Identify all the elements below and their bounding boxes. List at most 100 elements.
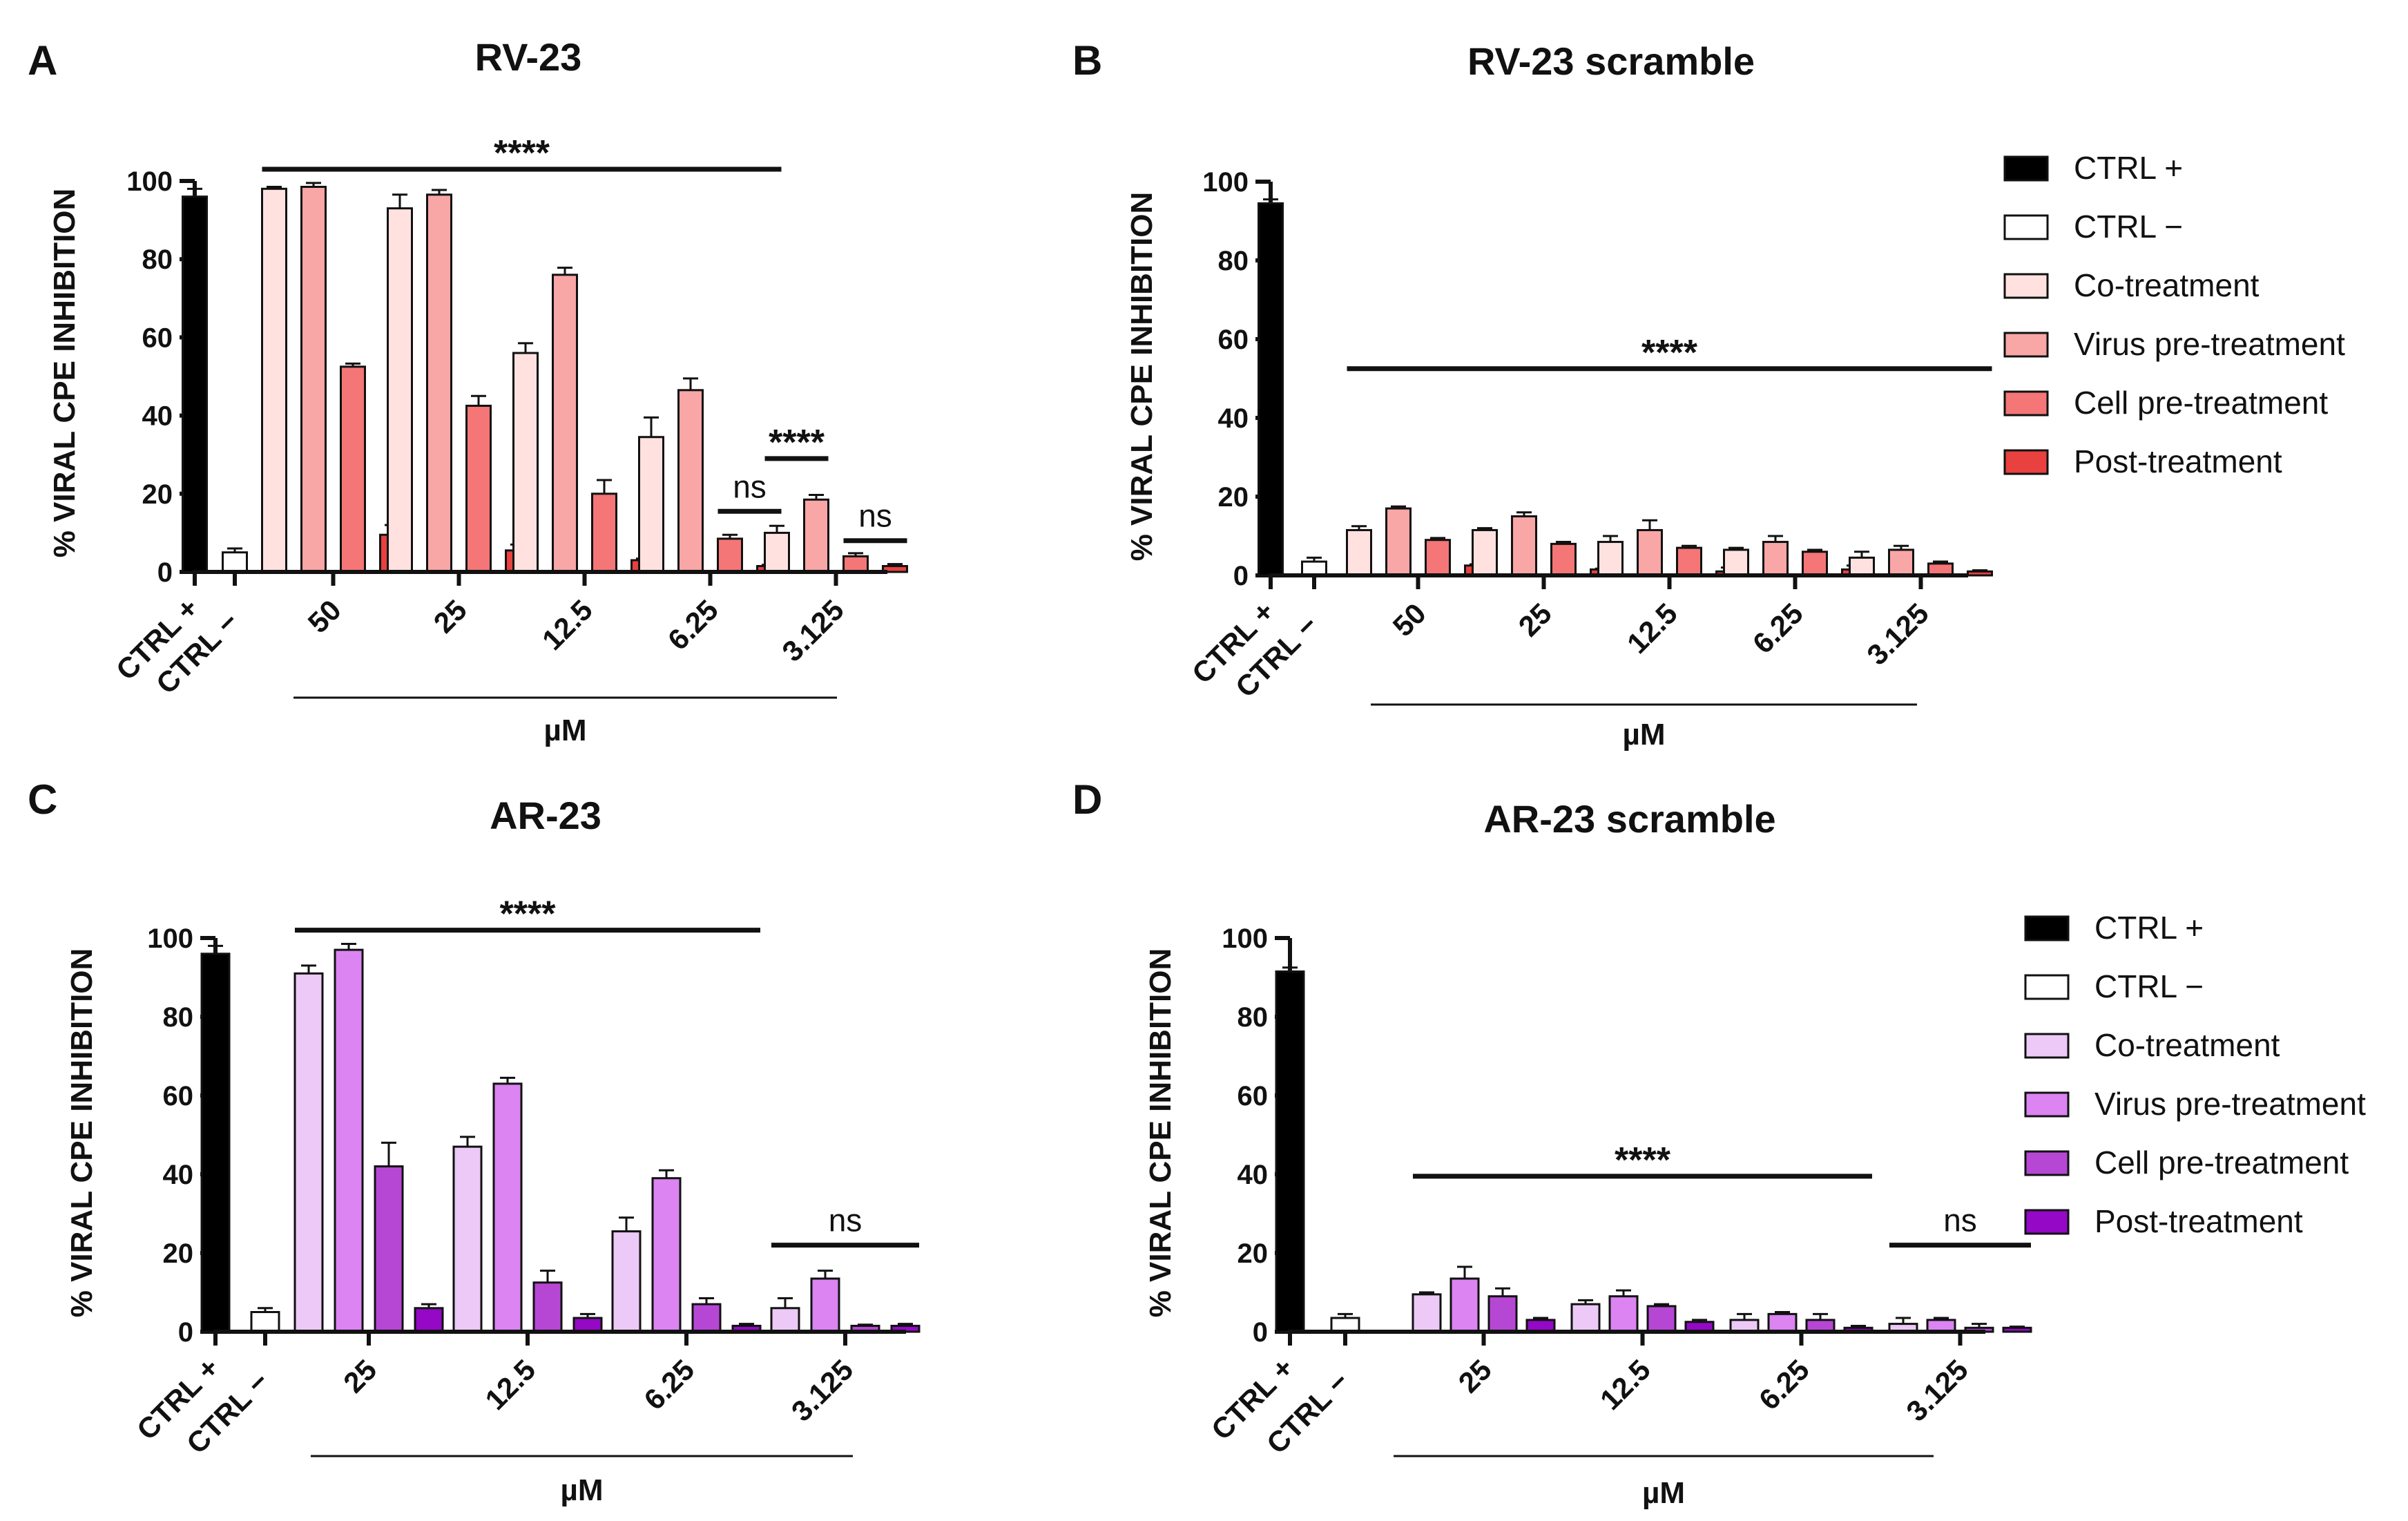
y-tick-label: 40 <box>1237 1160 1269 1190</box>
bar-co-treatment <box>1849 556 1875 577</box>
ctrl-pos-bar <box>1258 202 1284 577</box>
x-tick-label: 12.5 <box>479 1353 541 1416</box>
bar-cell-pre-treatment <box>340 365 366 573</box>
bar-virus-pre-treatment <box>810 1277 840 1333</box>
bar-virus-pre-treatment <box>677 389 704 573</box>
legend-label: CTRL − <box>2094 968 2204 1004</box>
y-axis-label: % VIRAL CPE INHIBITION <box>1125 192 1159 562</box>
bar-virus-pre-treatment <box>492 1082 523 1333</box>
ctrl-pos-bar <box>182 195 208 573</box>
y-tick-label: 0 <box>157 557 173 588</box>
y-tick-label: 80 <box>163 1002 194 1033</box>
x-tick-label: 3.125 <box>1860 597 1935 671</box>
panel-letter: B <box>1072 37 1102 84</box>
bar-cell-pre-treatment <box>465 404 492 573</box>
panel-title: RV-23 scramble <box>1467 39 1755 83</box>
legend-swatch <box>2024 915 2070 941</box>
x-tick-label: 6.25 <box>662 593 724 656</box>
legend-label: Post-treatment <box>2094 1203 2303 1239</box>
x-tick-label: 25 <box>1512 597 1558 642</box>
legend-label: Co-treatment <box>2094 1027 2280 1063</box>
y-tick-label: 100 <box>1222 924 1268 954</box>
ctrl-neg-bar <box>250 1311 280 1333</box>
y-tick-label: 20 <box>1218 482 1249 513</box>
panel-D: D AR-23 scramble % VIRAL CPE INHIBITION 0 20… <box>1072 776 2366 1510</box>
y-tick-label: 60 <box>1237 1081 1269 1111</box>
y-tick-label: 20 <box>163 1238 194 1269</box>
bar-virus-pre-treatment <box>1449 1277 1480 1333</box>
x-tick-label: 25 <box>337 1353 383 1399</box>
bar-post-treatment <box>1967 570 1993 577</box>
y-tick-label: 20 <box>1237 1238 1269 1269</box>
y-tick-label: 80 <box>1218 246 1249 276</box>
legend-swatch <box>2003 390 2049 417</box>
x-tick-label: 3.125 <box>1900 1353 1974 1428</box>
y-tick-label: 60 <box>142 323 173 353</box>
bar-cell-pre-treatment <box>842 555 869 573</box>
legend-label: Virus pre-treatment <box>2094 1086 2366 1122</box>
y-tick-label: 40 <box>1218 403 1249 434</box>
bar-co-treatment <box>1723 548 1749 577</box>
bar-virus-pre-treatment <box>1385 507 1412 577</box>
bar-cell-pre-treatment <box>1425 539 1451 577</box>
legend-swatch <box>2003 214 2049 240</box>
y-tick-label: 40 <box>142 401 173 432</box>
panel-title: AR-23 <box>490 794 601 837</box>
significance-stars: **** <box>500 895 557 935</box>
bar-co-treatment <box>452 1145 483 1333</box>
bar-co-treatment <box>1597 541 1624 577</box>
bar-co-treatment <box>1346 528 1372 577</box>
x-tick-label: 12.5 <box>1621 597 1684 660</box>
bar-co-treatment <box>770 1307 800 1333</box>
bar-cell-pre-treatment <box>532 1281 563 1333</box>
significance-ns-label: ns <box>829 1203 863 1238</box>
bar-co-treatment <box>1570 1303 1601 1333</box>
legend-label: CTRL + <box>2074 150 2183 186</box>
bar-virus-pre-treatment <box>1888 548 1914 577</box>
bar-virus-pre-treatment <box>334 948 364 1333</box>
bar-cell-pre-treatment <box>1550 542 1577 577</box>
x-axis-label: µM <box>1622 718 1665 752</box>
panel-title: RV-23 <box>475 35 582 79</box>
y-tick-label: 100 <box>147 924 193 954</box>
bar-cell-pre-treatment <box>1487 1295 1518 1333</box>
legend: CTRL + CTRL − Co-treatment Virus pre-treatm… <box>2024 910 2366 1239</box>
bar-cell-pre-treatment <box>1646 1305 1677 1333</box>
x-tick-label: 6.25 <box>1753 1353 1815 1416</box>
legend-label: Virus pre-treatment <box>2074 326 2345 362</box>
y-tick-label: 100 <box>126 166 173 197</box>
bar-co-treatment <box>512 352 539 573</box>
bar-co-treatment <box>293 972 324 1333</box>
legend-label: Cell pre-treatment <box>2094 1145 2349 1180</box>
bar-virus-pre-treatment <box>552 274 578 573</box>
bar-virus-pre-treatment <box>300 185 327 573</box>
y-axis-label: % VIRAL CPE INHIBITION <box>65 948 99 1318</box>
significance-ns-label: ns <box>858 498 892 534</box>
bar-cell-pre-treatment <box>1802 551 1828 577</box>
legend-label: Co-treatment <box>2074 267 2260 303</box>
x-axis-label: µM <box>1642 1476 1685 1510</box>
bar-co-treatment <box>387 207 413 573</box>
bar-virus-pre-treatment <box>651 1177 682 1333</box>
bar-virus-pre-treatment <box>426 193 452 573</box>
y-tick-label: 0 <box>1233 561 1249 591</box>
y-tick-label: 20 <box>142 479 173 510</box>
x-tick-label: 25 <box>427 593 473 639</box>
x-tick-label: 3.125 <box>776 593 850 668</box>
y-axis-label: % VIRAL CPE INHIBITION <box>1144 948 1177 1318</box>
x-tick-label: 12.5 <box>536 593 599 656</box>
significance-ns-label: ns <box>733 468 767 504</box>
legend-swatch <box>2024 974 2070 1000</box>
ctrl-neg-bar <box>222 551 248 573</box>
significance-stars: **** <box>769 423 825 463</box>
y-tick-label: 80 <box>142 245 173 275</box>
y-tick-label: 100 <box>1202 167 1249 198</box>
panel-B: B RV-23 scramble % VIRAL CPE INHIBITION 0 20… <box>1072 37 2345 752</box>
bar-virus-pre-treatment <box>1767 1312 1798 1333</box>
legend-swatch <box>2003 273 2049 299</box>
bar-co-treatment <box>611 1230 642 1333</box>
x-tick-label: 6.25 <box>637 1353 700 1416</box>
x-tick-label: 25 <box>1452 1353 1498 1399</box>
legend-label: Post-treatment <box>2074 443 2282 479</box>
bar-virus-pre-treatment <box>1608 1295 1639 1333</box>
